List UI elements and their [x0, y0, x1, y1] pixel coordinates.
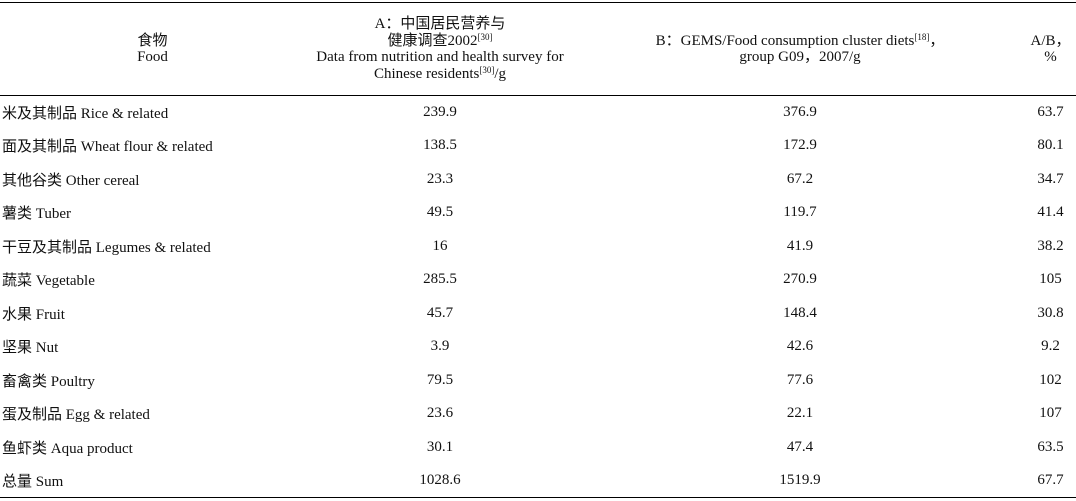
- value-cell: 49.5: [426, 204, 454, 221]
- header-text: A/B，%: [1030, 32, 1071, 66]
- citation: [30]: [477, 31, 493, 42]
- header-text: Data from nutrition and health survey fo…: [316, 49, 564, 65]
- value-cell: 45.7: [426, 304, 454, 321]
- value-cell: 3.9: [430, 338, 450, 355]
- value-cell: 30.8: [1037, 304, 1064, 321]
- food-name: 其他谷类 Other cereal: [2, 172, 140, 189]
- value-cell: 285.5: [423, 271, 457, 288]
- value-cell: 105: [1039, 271, 1062, 288]
- header-line: 食物: [0, 33, 305, 50]
- value-cell: 16: [432, 237, 448, 254]
- header-line: 健康调查2002[30]: [305, 31, 575, 50]
- value-cell: 23.3: [426, 170, 454, 187]
- header-text: 食物: [137, 32, 168, 49]
- value-cell: 38.2: [1037, 237, 1064, 254]
- value-cell: 42.6: [786, 338, 814, 355]
- header-line: A：中国居民营养与: [305, 16, 575, 33]
- header-line: Data from nutrition and health survey fo…: [305, 49, 575, 66]
- food-name: 米及其制品 Rice & related: [2, 106, 169, 122]
- food-name: 面及其制品 Wheat flour & related: [2, 139, 213, 156]
- table-row: 蔬菜 Vegetable 285.5 270.9 105: [0, 263, 1076, 297]
- table-body: 米及其制品 Rice & related 239.9 376.9 63.7 面及其制品 …: [0, 96, 1076, 498]
- value-cell: 77.6: [786, 371, 814, 388]
- value-cell: 270.9: [783, 271, 817, 288]
- value-cell: 107: [1039, 405, 1062, 422]
- food-name: 坚果 Nut: [2, 340, 59, 357]
- value-cell: 1519.9: [575, 464, 1025, 498]
- value-cell: 138.5: [423, 137, 457, 154]
- value-cell: 9.2: [1041, 338, 1060, 355]
- header-cell: B：GEMS/Food consumption cluster diets[18…: [575, 2, 1025, 96]
- header-cell: A/B，%: [1025, 2, 1076, 96]
- food-name: 水果 Fruit: [2, 306, 65, 323]
- header-line: Food: [0, 49, 305, 66]
- header-text: ，: [929, 32, 945, 49]
- food-name: 蔬菜 Vegetable: [2, 273, 95, 290]
- table-row: 薯类 Tuber 49.5 119.7 41.4: [0, 196, 1076, 230]
- food-name: 蛋及制品 Egg & related: [2, 407, 150, 424]
- value-cell: 67.2: [786, 170, 814, 187]
- value-cell: 80.1: [1037, 137, 1064, 154]
- value-cell: 79.5: [426, 371, 454, 388]
- header-text: group G09，2007/g: [739, 49, 861, 65]
- header-line: A/B，%: [1025, 33, 1076, 66]
- value-cell: 23.6: [426, 405, 454, 422]
- food-name: 畜禽类 Poultry: [2, 373, 95, 390]
- table-row: 其他谷类 Other cereal 23.3 67.2 34.7: [0, 163, 1076, 197]
- header-line: B：GEMS/Food consumption cluster diets[18…: [575, 31, 1025, 50]
- header-text: /g: [494, 65, 507, 82]
- table-row: 干豆及其制品 Legumes & related 16 41.9 38.2: [0, 230, 1076, 264]
- food-name: 总量 Sum: [0, 464, 305, 498]
- value-cell: 63.5: [1037, 438, 1064, 455]
- food-name: 薯类 Tuber: [2, 206, 72, 223]
- value-cell: 41.9: [786, 237, 814, 254]
- header-row: 食物 Food A：中国居民营养与 健康调查2002[30] Data from nut…: [0, 2, 1076, 96]
- header-text: 健康调查2002: [387, 32, 478, 49]
- table-row: 总量 Sum 1028.6 1519.9 67.7: [0, 464, 1076, 498]
- table-row: 水果 Fruit 45.7 148.4 30.8: [0, 297, 1076, 331]
- table-row: 畜禽类 Poultry 79.5 77.6 102: [0, 364, 1076, 398]
- value-cell: 102: [1039, 371, 1062, 388]
- citation: [18]: [914, 31, 930, 42]
- header-text: B：GEMS/Food consumption cluster diets: [655, 32, 915, 49]
- value-cell: 239.9: [423, 104, 457, 120]
- table-row: 米及其制品 Rice & related 239.9 376.9 63.7: [0, 96, 1076, 130]
- value-cell: 119.7: [783, 204, 817, 221]
- table-header: 食物 Food A：中国居民营养与 健康调查2002[30] Data from nut…: [0, 2, 1076, 96]
- header-cell: A：中国居民营养与 健康调查2002[30] Data from nutrition…: [305, 2, 575, 96]
- header-text: A：中国居民营养与: [374, 16, 506, 32]
- table-row: 面及其制品 Wheat flour & related 138.5 172.9 80.…: [0, 129, 1076, 163]
- value-cell: 22.1: [786, 405, 814, 422]
- table-row: 坚果 Nut 3.9 42.6 9.2: [0, 330, 1076, 364]
- value-cell: 376.9: [783, 104, 817, 120]
- header-line: Chinese residents[30]/g: [305, 64, 575, 83]
- value-cell: 47.4: [786, 438, 814, 455]
- citation: [30]: [479, 64, 495, 75]
- value-cell: 34.7: [1037, 170, 1064, 187]
- value-cell: 67.7: [1025, 464, 1076, 498]
- value-cell: 63.7: [1037, 104, 1064, 120]
- value-cell: 148.4: [783, 304, 817, 321]
- food-name: 干豆及其制品 Legumes & related: [2, 239, 211, 256]
- food-name: 鱼虾类 Aqua product: [2, 440, 133, 457]
- value-cell: 1028.6: [305, 464, 575, 498]
- value-cell: 172.9: [783, 137, 817, 154]
- header-line: group G09，2007/g: [575, 49, 1025, 66]
- value-cell: 30.1: [426, 438, 454, 455]
- value-cell: 41.4: [1037, 204, 1064, 221]
- header-cell: 食物 Food: [0, 2, 305, 96]
- header-text: Food: [137, 49, 168, 65]
- table-row: 蛋及制品 Egg & related 23.6 22.1 107: [0, 397, 1076, 431]
- table-row: 鱼虾类 Aqua product 30.1 47.4 63.5: [0, 431, 1076, 465]
- header-text: Chinese residents: [373, 65, 480, 82]
